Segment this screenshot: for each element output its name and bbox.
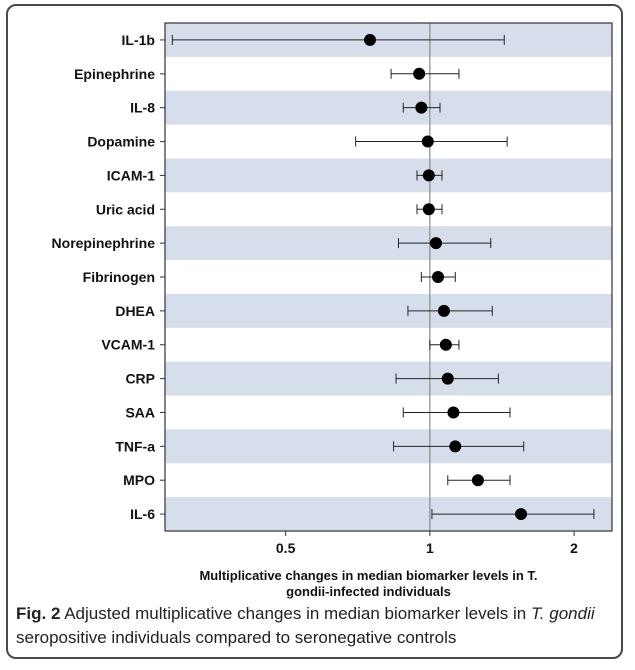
estimate-point	[422, 203, 435, 216]
row-band	[165, 90, 612, 125]
x-tick-label: 1	[426, 540, 434, 556]
estimate-point	[413, 67, 426, 80]
caption-figure-label: Fig. 2	[16, 604, 61, 623]
y-tick-label: Epinephrine	[74, 66, 155, 82]
y-tick-label: CRP	[125, 371, 155, 387]
row-band	[165, 158, 612, 193]
x-tick-label: 2	[570, 540, 578, 556]
estimate-point	[515, 508, 528, 521]
estimate-point	[471, 474, 484, 487]
x-axis-label-line1: Multiplicative changes in median biomark…	[199, 568, 537, 583]
estimate-point	[363, 33, 376, 46]
y-tick-label: IL-8	[130, 100, 155, 116]
estimate-point	[439, 338, 452, 351]
y-tick-label: VCAM-1	[101, 337, 155, 353]
y-tick-label: IL-1b	[122, 32, 155, 48]
y-tick-label: MPO	[123, 472, 155, 488]
y-tick-label: TNF-a	[115, 438, 155, 454]
y-tick-label: Uric acid	[96, 201, 155, 217]
y-tick-label: Dopamine	[87, 134, 155, 150]
y-tick-label: DHEA	[115, 303, 155, 319]
x-tick-label: 0.5	[276, 540, 296, 556]
forest-plot: IL-1b Epinephrine IL-8 Dopamine ICAM-1 Uric a…	[52, 22, 613, 599]
estimate-point	[441, 372, 454, 385]
estimate-point	[437, 304, 450, 317]
y-tick-label: ICAM-1	[107, 167, 155, 183]
y-tick-label: IL-6	[130, 506, 155, 522]
caption-text-end: seropositive individuals compared to ser…	[16, 628, 457, 647]
estimate-point	[422, 169, 435, 182]
caption-species-name: T. gondii	[530, 604, 595, 623]
estimate-point	[432, 271, 445, 283]
figure-caption: Fig. 2 Adjusted multiplicative changes i…	[16, 602, 616, 650]
caption-text-start: Adjusted multiplicative changes in media…	[60, 604, 531, 623]
estimate-point	[449, 440, 462, 453]
row-band	[165, 429, 612, 464]
y-tick-label: Norepinephrine	[52, 235, 156, 251]
y-tick-label: SAA	[125, 404, 155, 420]
row-band	[165, 226, 612, 261]
estimate-point	[415, 101, 428, 114]
estimate-point	[421, 135, 434, 148]
row-band	[165, 293, 612, 328]
x-axis-label-line2: gondii-infected individuals	[286, 584, 451, 599]
row-band	[165, 361, 612, 396]
estimate-point	[430, 237, 443, 250]
y-tick-label: Fibrinogen	[83, 269, 155, 285]
estimate-point	[447, 406, 460, 419]
